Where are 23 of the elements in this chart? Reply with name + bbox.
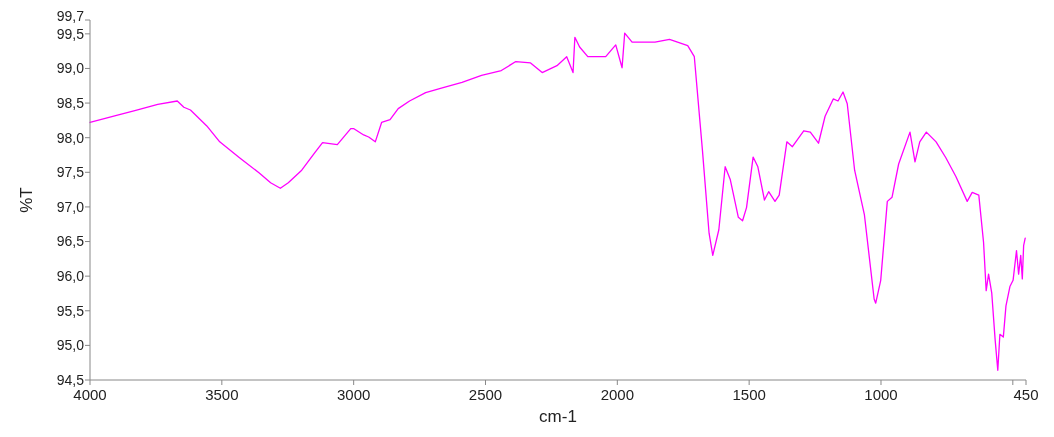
x-tick-label: 1000	[864, 386, 898, 403]
x-tick-label: 3500	[205, 386, 239, 403]
x-tick-label: 2500	[468, 386, 503, 403]
y-tick-label: 96,0	[56, 268, 85, 285]
y-tick-label: 96,5	[56, 233, 85, 250]
x-tick-label: 1500	[732, 386, 766, 403]
x-axis-title: cm-1	[539, 407, 577, 426]
y-axis-title: %T	[17, 187, 36, 213]
y-tick-label: 98,0	[56, 129, 85, 146]
y-tick-label: 99,0	[56, 60, 85, 77]
y-tick-label: 97,5	[56, 164, 85, 181]
line-series	[89, 32, 1026, 371]
y-tick-label: 98,5	[56, 94, 85, 111]
y-tick-label: 99,5	[56, 25, 85, 42]
y-tick-label: 95,0	[56, 337, 85, 354]
y-tick-label: 99,7	[56, 8, 85, 25]
x-tick-label: 450	[1013, 386, 1039, 403]
y-tick-label: 95,5	[56, 302, 85, 319]
x-tick-label: 3000	[336, 386, 371, 403]
x-tick-label: 2000	[600, 386, 635, 403]
x-tick-label: 4000	[73, 386, 107, 403]
y-tick-label: 97,0	[56, 198, 85, 215]
y-tick-label: 94,5	[56, 371, 85, 388]
